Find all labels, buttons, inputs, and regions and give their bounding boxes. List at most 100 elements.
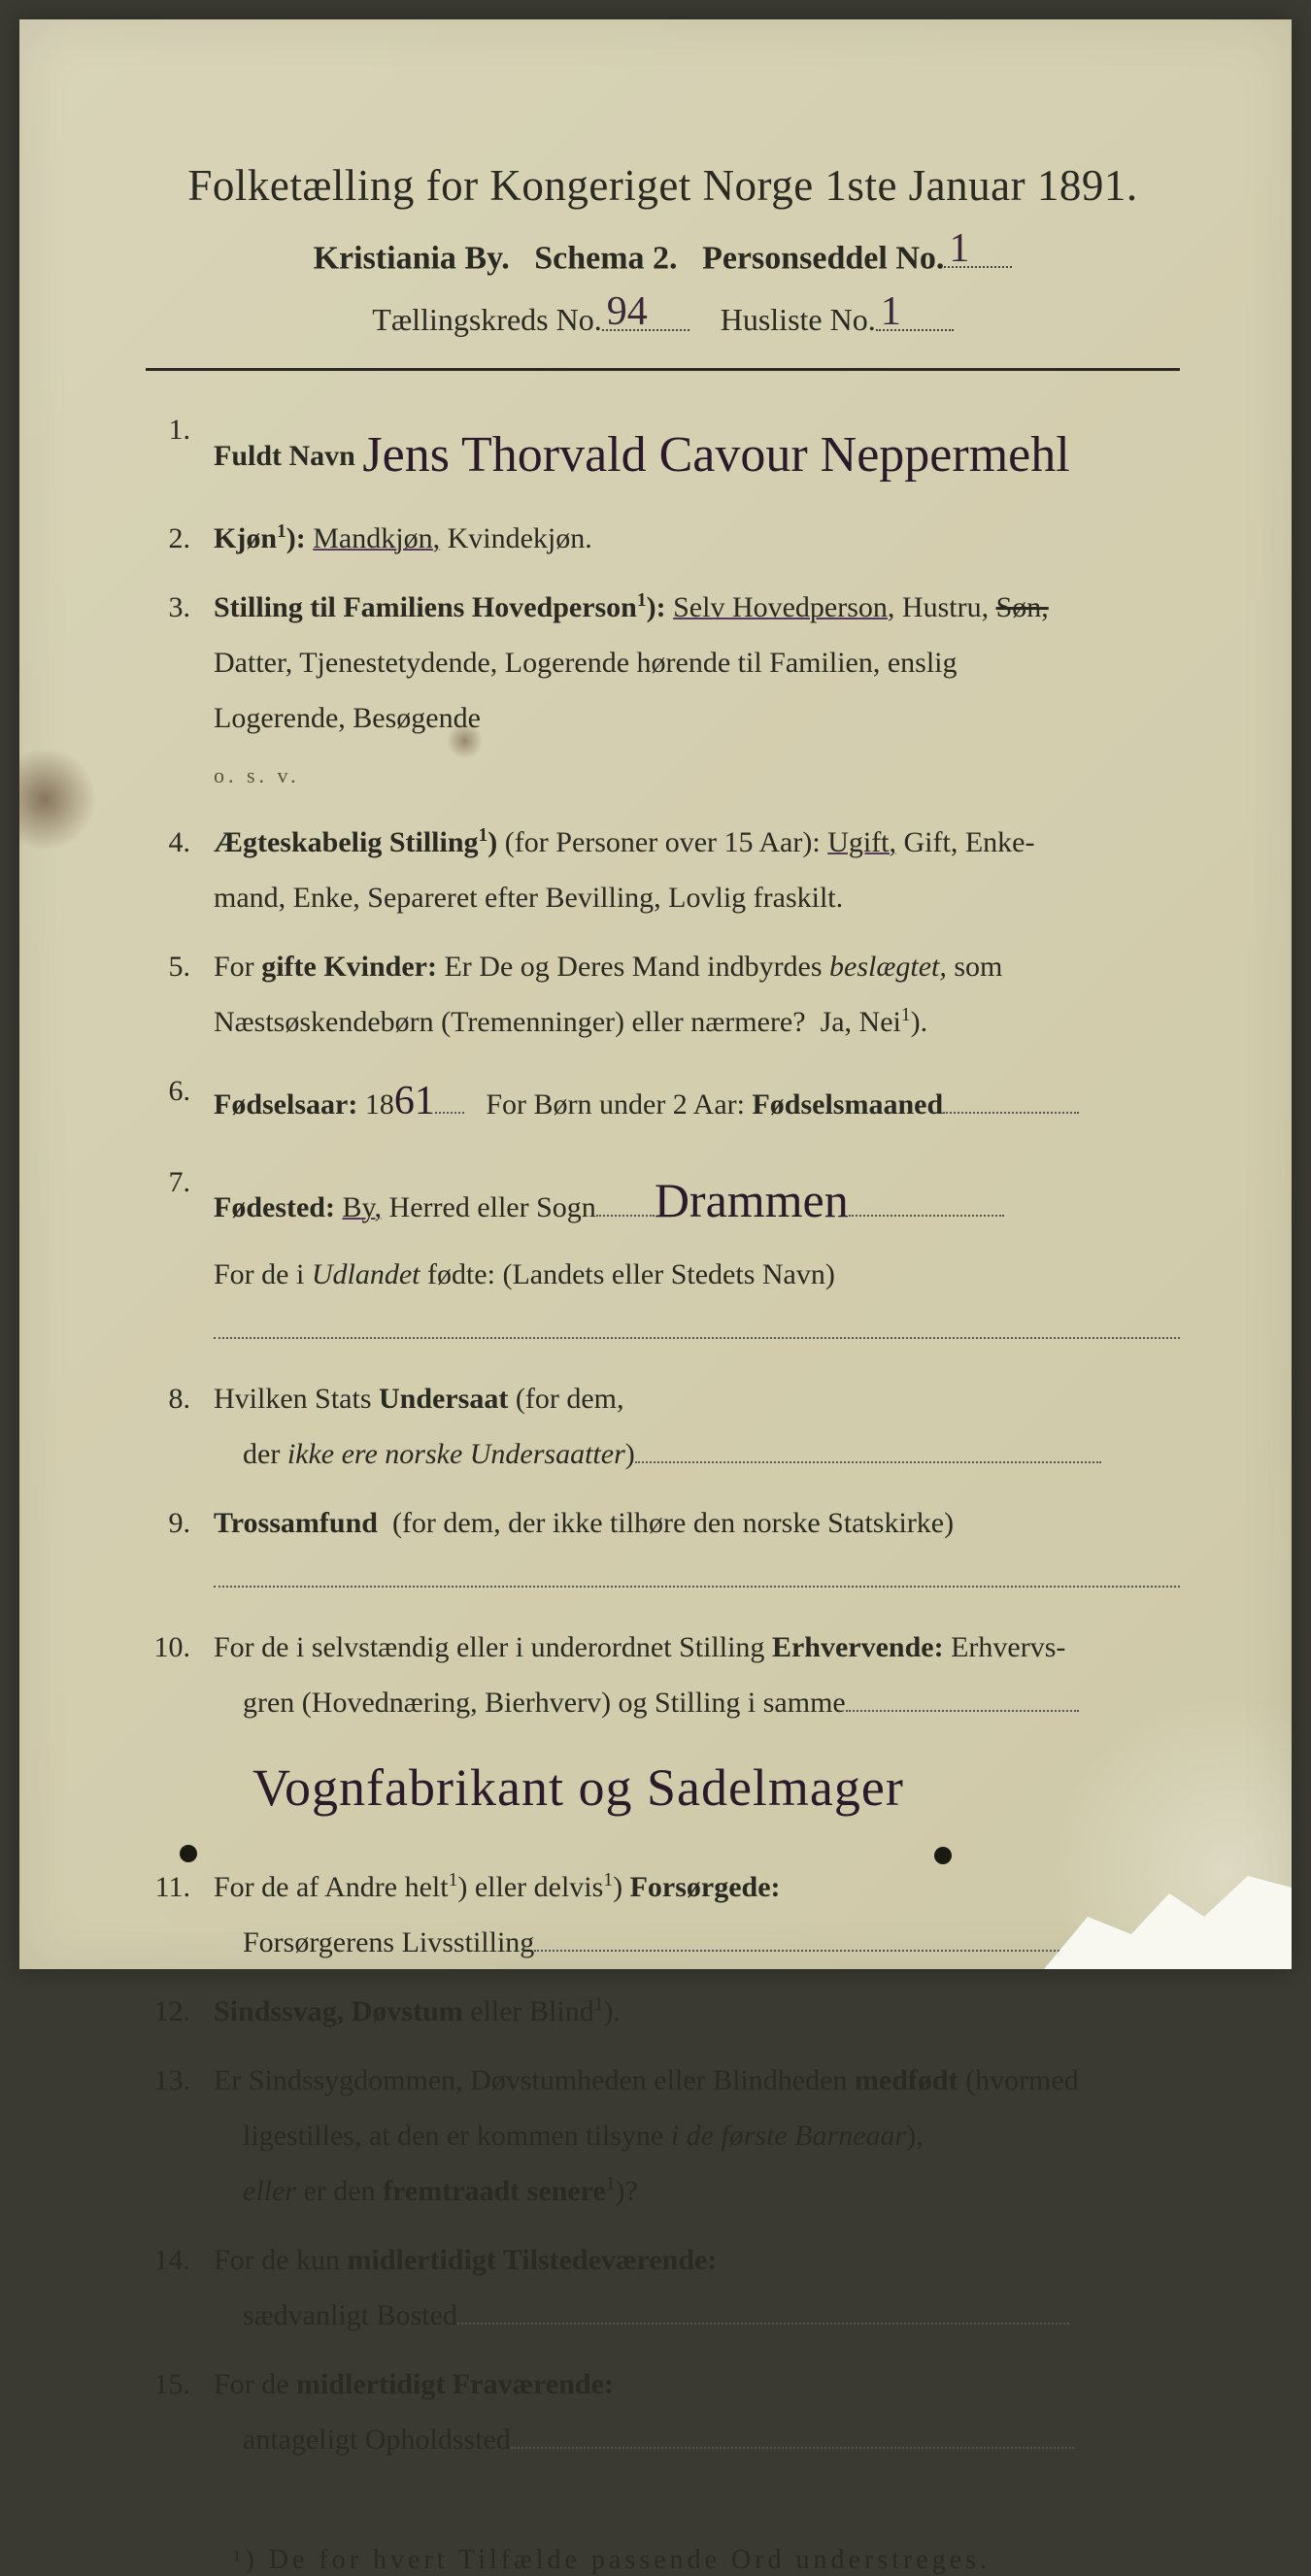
footnote: ¹) De for hvert Tilfælde passende Ord un… — [146, 2545, 1180, 2576]
q14-b: sædvanligt Bosted — [243, 2299, 457, 2331]
field-label: Kjøn1): — [214, 522, 306, 554]
husliste-no-value: 1 — [881, 288, 901, 335]
entry-number: 9. — [146, 1495, 214, 1551]
q8-ital: ikke ere norske Undersaatter — [287, 1438, 625, 1470]
entry-number: 5. — [146, 939, 214, 994]
q7-line2a: For de i — [214, 1258, 304, 1290]
entry-number: 13. — [146, 2053, 214, 2108]
q13-bold2: fremtraadt senere — [383, 2175, 606, 2207]
q9-text: (for dem, der ikke tilhøre den norske St… — [392, 1507, 954, 1539]
entry-body: Stilling til Familiens Hovedperson1): Se… — [214, 580, 1180, 801]
q13-f: er den — [303, 2175, 375, 2207]
form-subline: Tællingskreds No.94 Husliste No.1 — [146, 296, 1180, 338]
occupation-hw: Vognfabrikant og Sadelmager — [252, 1738, 1180, 1838]
q11-a: For de af Andre helt — [214, 1871, 449, 1903]
person-no-value: 1 — [949, 225, 969, 272]
q8-bold: Undersaat — [379, 1383, 508, 1415]
q10-a: For de i selvstændig eller i underordnet… — [214, 1631, 764, 1663]
q5-ital: beslægtet, — [829, 951, 947, 983]
form-subtitle: Kristiania By. Schema 2. Personseddel No… — [146, 232, 1180, 277]
entry-body: Sindssvag, Døvstum eller Blind1). — [214, 1984, 1180, 2039]
census-form-page: Folketælling for Kongeriget Norge 1ste J… — [19, 19, 1292, 1969]
q12-bold: Sindssvag, Døvstum — [214, 1995, 463, 2027]
dotted-fill — [596, 1190, 655, 1217]
header-divider — [146, 368, 1180, 371]
q7-ital: Udlandet — [312, 1258, 420, 1290]
birthplace-hw: Drammen — [655, 1154, 849, 1247]
q5-prefix: For — [214, 951, 254, 983]
form-title: Folketælling for Kongeriget Norge 1ste J… — [146, 160, 1180, 211]
q13-d: ), — [906, 2120, 924, 2152]
q14-a: For de kun — [214, 2244, 340, 2276]
q15-a: For de — [214, 2368, 289, 2400]
q13-e: eller — [243, 2175, 296, 2207]
q8-b: (for dem, — [516, 1383, 624, 1415]
q5-bold: gifte Kvinder: — [261, 951, 437, 983]
entry-1: 1. Fuldt Navn Jens Thorvald Cavour Neppe… — [146, 402, 1180, 498]
entry-3: 3. Stilling til Familiens Hovedperson1):… — [146, 580, 1180, 801]
q9-bold: Trossamfund — [214, 1507, 378, 1539]
entry-body: For de kun midlertidigt Tilstedeværende:… — [214, 2232, 1180, 2343]
entry-body: Er Sindssygdommen, Døvstumheden eller Bl… — [214, 2053, 1180, 2219]
dotted-fill — [534, 1925, 1097, 1952]
q15-bold: midlertidigt Fraværende: — [296, 2368, 614, 2400]
husliste-no-field: 1 — [876, 296, 954, 330]
entry-number: 2. — [146, 511, 214, 566]
relation-opts-3: Logerende, Besøgende — [214, 702, 481, 734]
q15-b: antageligt Opholdssted — [243, 2424, 511, 2456]
full-name-handwritten: Jens Thorvald Cavour Neppermehl — [362, 427, 1069, 483]
kreds-no-value: 94 — [607, 288, 648, 335]
entry-15: 15. For de midlertidigt Fraværende: anta… — [146, 2357, 1180, 2467]
entry-number: 12. — [146, 1984, 214, 2039]
entry-8: 8. Hvilken Stats Undersaat (for dem, der… — [146, 1371, 1180, 1482]
entry-body: For gifte Kvinder: Er De og Deres Mand i… — [214, 939, 1180, 1050]
dotted-blank-line — [214, 1553, 1180, 1588]
dotted-fill — [846, 1686, 1079, 1712]
dotted-fill — [511, 2423, 1074, 2449]
marital-paren: (for Personer over 15 Aar): — [505, 826, 821, 858]
entry-body: For de midlertidigt Fraværende: antageli… — [214, 2357, 1180, 2467]
entry-number: 11. — [146, 1859, 214, 1915]
person-no-field: 1 — [944, 232, 1012, 268]
field-label: Stilling til Familiens Hovedperson1): — [214, 591, 666, 623]
marital-selected: Ugift, — [827, 826, 896, 858]
q6-bold2: Fødselsmaaned — [752, 1088, 943, 1121]
q5-text1: Er De og Deres Mand indbyrdes — [444, 951, 822, 983]
entry-2: 2. Kjøn1): Mandkjøn, Kvindekjøn. — [146, 511, 1180, 566]
q7-line2b: fødte: (Landets eller Stedets Navn) — [427, 1258, 835, 1290]
schema-label: Schema 2. — [534, 240, 677, 276]
field-label: Ægteskabelig Stilling1) — [214, 826, 497, 858]
field-label: Fuldt Navn — [214, 440, 355, 472]
entry-12: 12. Sindssvag, Døvstum eller Blind1). — [146, 1984, 1180, 2039]
punch-hole-icon — [180, 1845, 197, 1862]
birthplace-type: By, — [342, 1191, 382, 1223]
q13-ital: i de første Barneaar — [671, 2120, 906, 2152]
q11-c: Forsørgerens Livsstilling — [243, 1926, 534, 1958]
entry-body: Trossamfund (for dem, der ikke tilhøre d… — [214, 1495, 1180, 1606]
kreds-label: Tællingskreds No. — [372, 303, 601, 338]
entry-body: For de af Andre helt1) eller delvis1) Fo… — [214, 1859, 1180, 1970]
entry-5: 5. For gifte Kvinder: Er De og Deres Man… — [146, 939, 1180, 1050]
entry-number: 3. — [146, 580, 214, 635]
q13-c: ligestilles, at den er kommen tilsyne — [243, 2120, 663, 2152]
entry-number: 1. — [146, 402, 214, 457]
relation-struck: Søn, — [996, 591, 1049, 623]
entry-9: 9. Trossamfund (for dem, der ikke tilhør… — [146, 1495, 1180, 1606]
q10-bold1: Erhvervende: — [772, 1631, 944, 1663]
q11-bold: Forsørgede: — [630, 1871, 781, 1903]
city-label: Kristiania By. — [314, 240, 510, 276]
entry-number: 4. — [146, 815, 214, 870]
q13-a: Er Sindssygdommen, Døvstumheden eller Bl… — [214, 2064, 847, 2096]
dotted-blank-line — [214, 1304, 1180, 1339]
entry-number: 14. — [146, 2232, 214, 2288]
entry-body: Fødselsaar: 1861 For Børn under 2 Aar: F… — [214, 1063, 1180, 1141]
entries-list: 1. Fuldt Navn Jens Thorvald Cavour Neppe… — [146, 402, 1180, 2467]
q6-rest: For Børn under 2 Aar: — [486, 1088, 745, 1121]
entry-14: 14. For de kun midlertidigt Tilstedevære… — [146, 2232, 1180, 2343]
q11-b: eller delvis — [475, 1871, 603, 1903]
relation-opts-2: Datter, Tjenestetydende, Logerende høren… — [214, 647, 958, 679]
kreds-no-field: 94 — [602, 296, 689, 330]
entry-body: Kjøn1): Mandkjøn, Kvindekjøn. — [214, 511, 1180, 566]
punch-hole-icon — [934, 1847, 952, 1864]
entry-body: Fuldt Navn Jens Thorvald Cavour Nepperme… — [214, 402, 1180, 498]
